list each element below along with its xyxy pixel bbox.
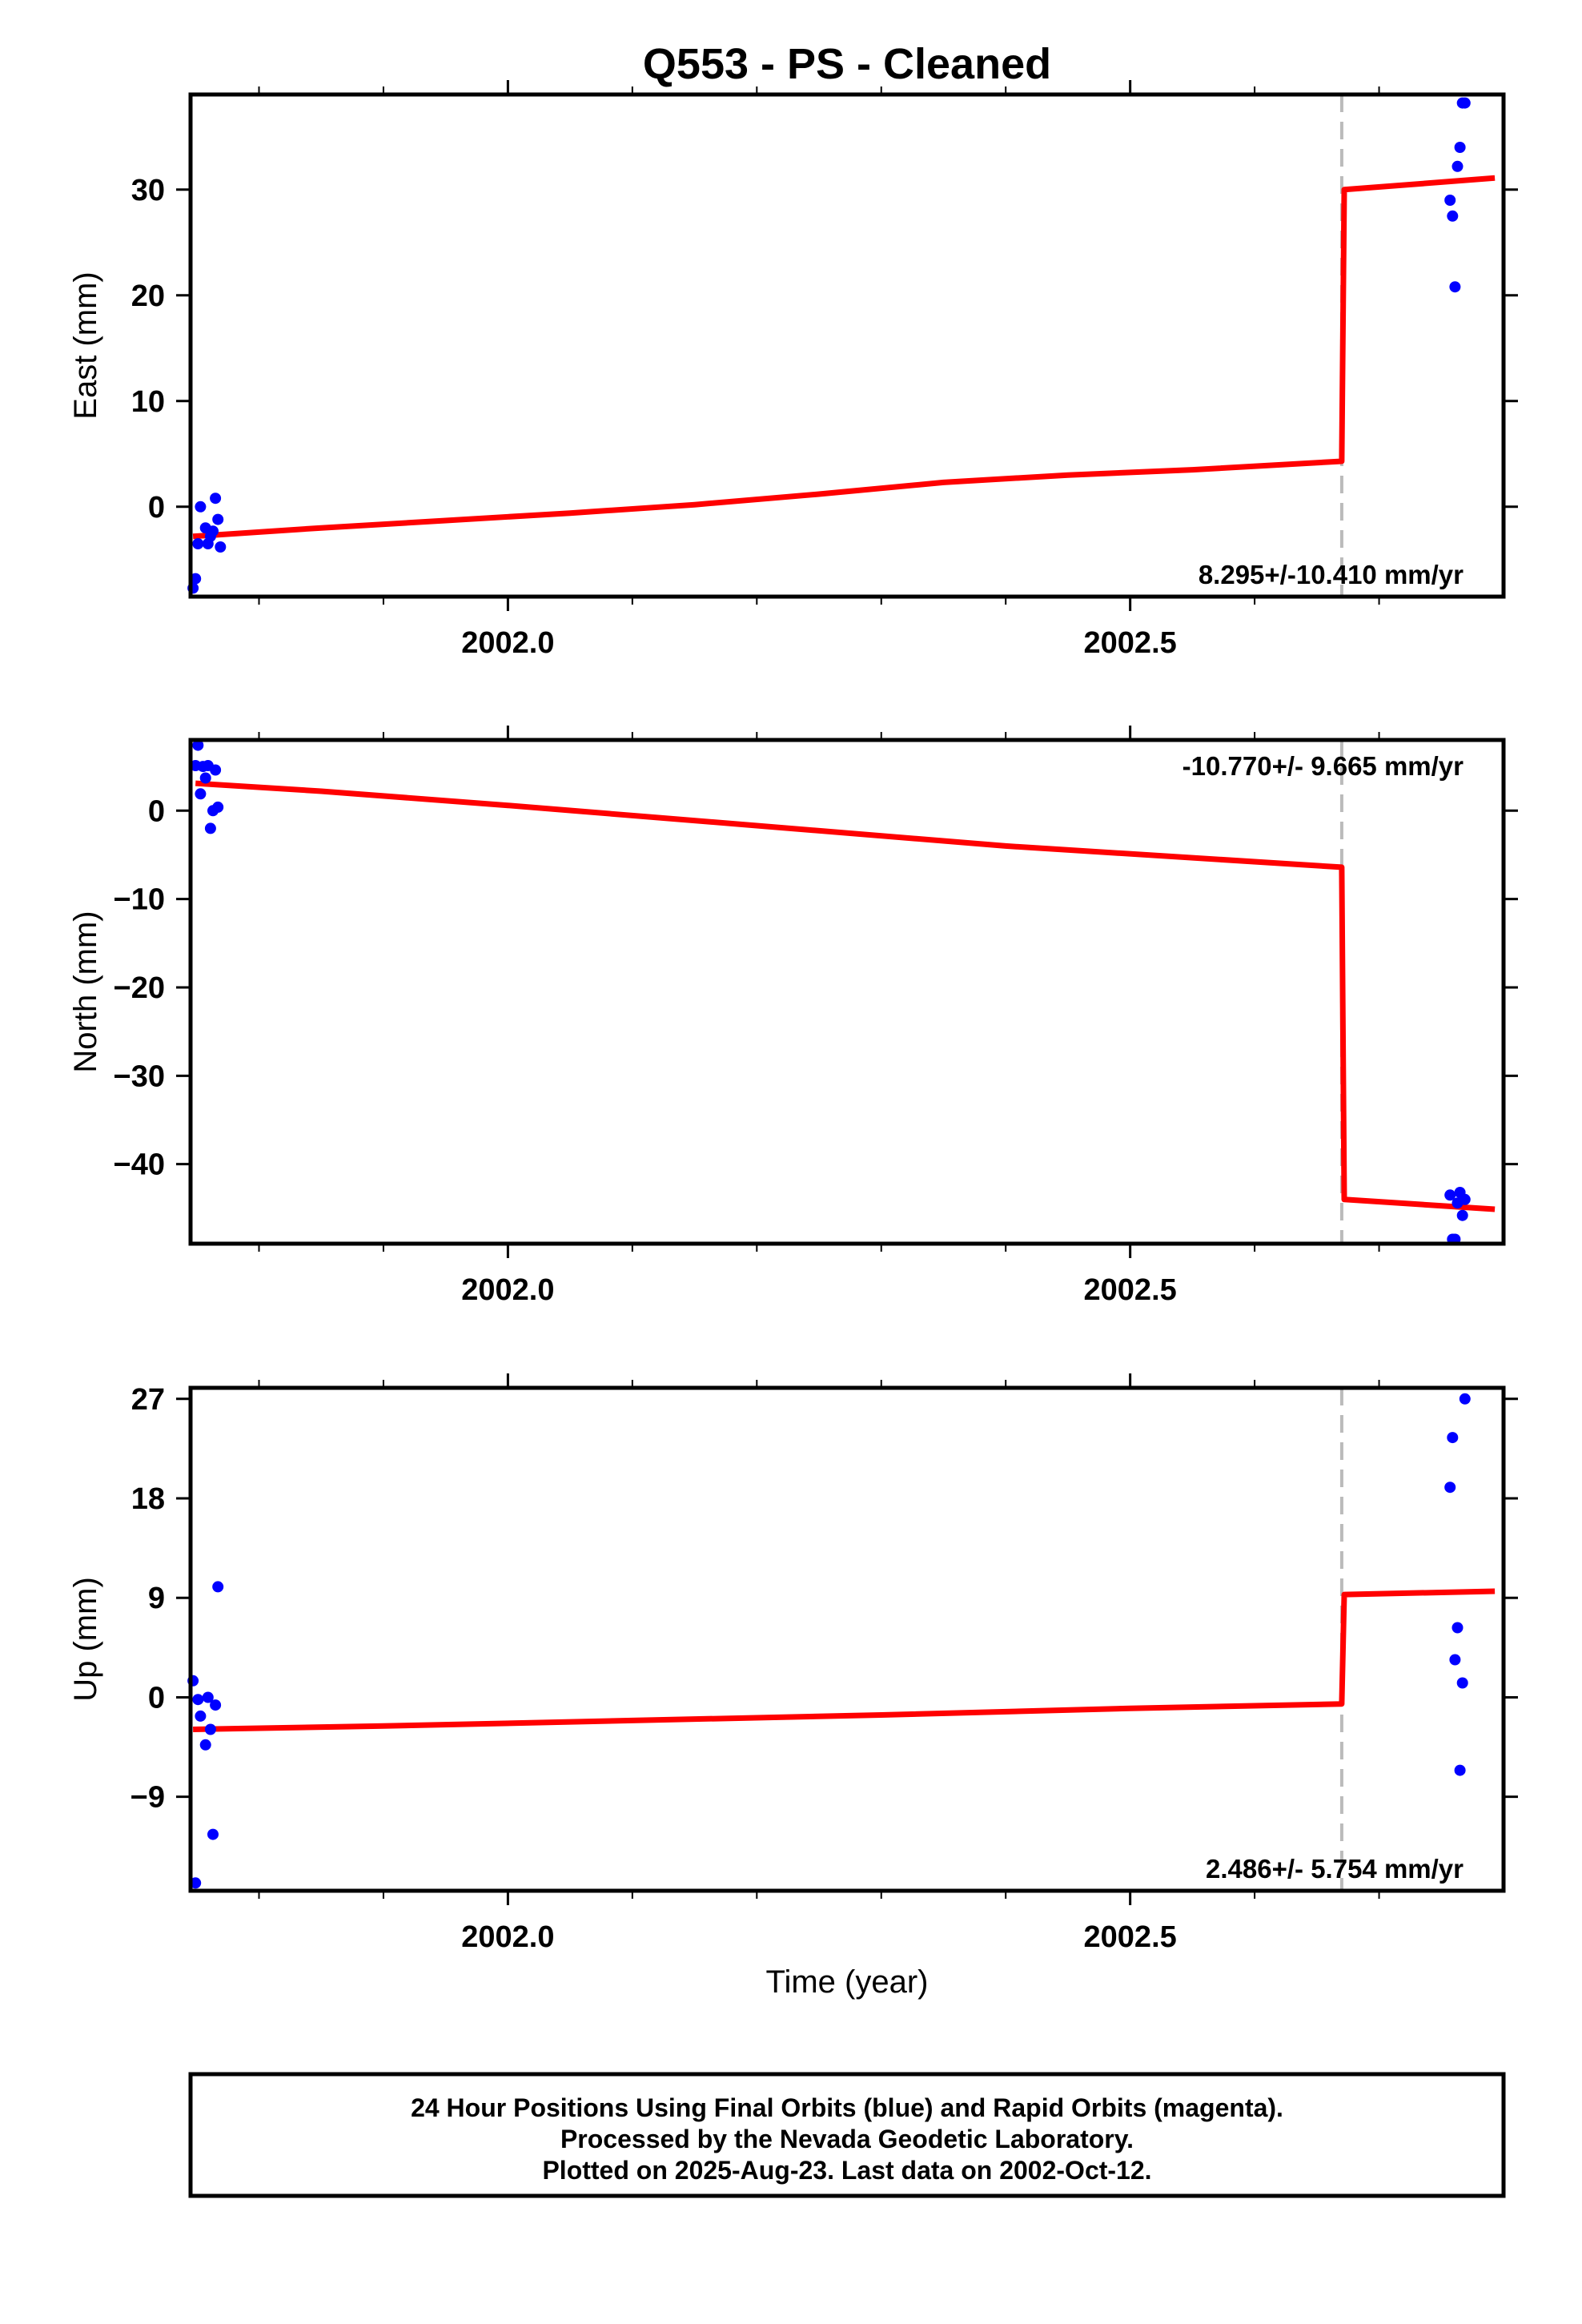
east-x-tick-label: 2002.0 bbox=[461, 626, 554, 660]
east-fit-line bbox=[192, 175, 1496, 540]
east-data-point bbox=[1452, 160, 1464, 172]
up-fit-line bbox=[193, 1588, 1496, 1732]
up-data-point bbox=[195, 1710, 207, 1722]
east-data-point bbox=[207, 525, 219, 537]
north-y-tick-label: 0 bbox=[148, 794, 165, 828]
north-y-axis-label: North (mm) bbox=[68, 911, 103, 1072]
east-data-point bbox=[1459, 97, 1471, 109]
up-data-point bbox=[207, 1828, 219, 1840]
east-data-point bbox=[192, 538, 204, 549]
north-data-point bbox=[1456, 1209, 1468, 1221]
up-y-tick-label: −9 bbox=[130, 1781, 165, 1815]
east-data-point bbox=[210, 493, 222, 505]
north-y-tick-label: −20 bbox=[114, 971, 165, 1005]
up-rate-label: 2.486+/- 5.754 mm/yr bbox=[1206, 1854, 1464, 1884]
east-x-tick-label: 2002.5 bbox=[1084, 626, 1177, 660]
up-y-tick-label: 0 bbox=[148, 1681, 165, 1715]
figure-title: Q553 - PS - Cleaned bbox=[643, 40, 1051, 88]
x-axis-title: Time (year) bbox=[766, 1964, 929, 2000]
north-panel: 2002.0 2002.5 −40 −30 −20 −10 0 North (mm) -10.7… bbox=[68, 726, 1518, 1307]
up-data-point bbox=[1454, 1764, 1466, 1776]
north-data-point bbox=[192, 739, 204, 751]
east-y-tick-label: 30 bbox=[131, 174, 165, 207]
north-y-tick-label: −10 bbox=[114, 883, 165, 917]
north-data-point bbox=[1444, 1189, 1456, 1201]
up-y-tick-label: 9 bbox=[148, 1582, 165, 1615]
east-data-point bbox=[1449, 281, 1461, 293]
north-fit-line bbox=[195, 780, 1496, 1212]
east-y-tick-label: 20 bbox=[131, 279, 165, 313]
north-x-tick-label: 2002.0 bbox=[461, 1273, 554, 1307]
east-data-point bbox=[190, 573, 202, 585]
north-data-point bbox=[1459, 1193, 1471, 1205]
north-rate-label: -10.770+/- 9.665 mm/yr bbox=[1182, 751, 1464, 781]
north-x-tick-label: 2002.5 bbox=[1084, 1273, 1177, 1307]
north-y-tick-label: −40 bbox=[114, 1148, 165, 1182]
east-data-point bbox=[212, 513, 224, 525]
east-data-point bbox=[215, 541, 227, 553]
east-data-point bbox=[195, 501, 207, 513]
footer-line-2: Processed by the Nevada Geodetic Laborat… bbox=[560, 2125, 1134, 2153]
up-x-tick-label: 2002.5 bbox=[1084, 1920, 1177, 1954]
footer-box bbox=[188, 2072, 1506, 2198]
up-data-point bbox=[199, 1739, 211, 1751]
up-y-tick-label: 27 bbox=[131, 1383, 165, 1417]
up-data-point bbox=[1456, 1677, 1468, 1689]
up-x-tick-label: 2002.0 bbox=[461, 1920, 554, 1954]
up-y-axis-label: Up (mm) bbox=[68, 1577, 103, 1702]
east-y-tick-label: 0 bbox=[148, 491, 165, 525]
up-data-point bbox=[1447, 1432, 1459, 1444]
east-data-point bbox=[1447, 210, 1459, 222]
east-rate-label: 8.295+/-10.410 mm/yr bbox=[1199, 560, 1464, 589]
up-data-point bbox=[202, 1691, 214, 1703]
east-frame bbox=[188, 92, 1506, 599]
up-data-point bbox=[204, 1723, 216, 1735]
up-y-tick-label: 18 bbox=[131, 1482, 165, 1516]
north-y-tick-label: −30 bbox=[114, 1059, 165, 1093]
up-data-point bbox=[192, 1694, 204, 1706]
north-frame bbox=[188, 738, 1506, 1246]
north-data-point bbox=[195, 788, 207, 800]
footer-line-3: Plotted on 2025-Aug-23. Last data on 200… bbox=[542, 2156, 1151, 2185]
up-data-point bbox=[1449, 1654, 1461, 1666]
footer-line-1: 24 Hour Positions Using Final Orbits (bl… bbox=[411, 2093, 1283, 2122]
up-frame bbox=[188, 1385, 1506, 1893]
north-data-point bbox=[210, 764, 222, 776]
north-data-point bbox=[204, 822, 216, 834]
up-data-point bbox=[1452, 1622, 1464, 1634]
up-data-point bbox=[1459, 1393, 1471, 1405]
east-data-point bbox=[1444, 195, 1456, 206]
east-panel: 2002.0 2002.5 0 10 20 30 East (mm) 8.295+/-10.4… bbox=[68, 80, 1518, 660]
up-data-point bbox=[212, 1581, 224, 1593]
up-panel: 2002.0 2002.5 −9 0 9 18 27 Up (mm) 2.486+/- 5.75… bbox=[68, 1373, 1518, 1954]
up-data-point bbox=[210, 1699, 222, 1711]
east-y-axis-label: East (mm) bbox=[68, 271, 103, 419]
east-data-point bbox=[1454, 142, 1466, 153]
up-data-point bbox=[1444, 1482, 1456, 1494]
north-data-point bbox=[199, 772, 211, 784]
up-data-point bbox=[190, 1877, 202, 1889]
east-y-tick-label: 10 bbox=[131, 385, 165, 419]
north-data-point bbox=[212, 801, 224, 813]
